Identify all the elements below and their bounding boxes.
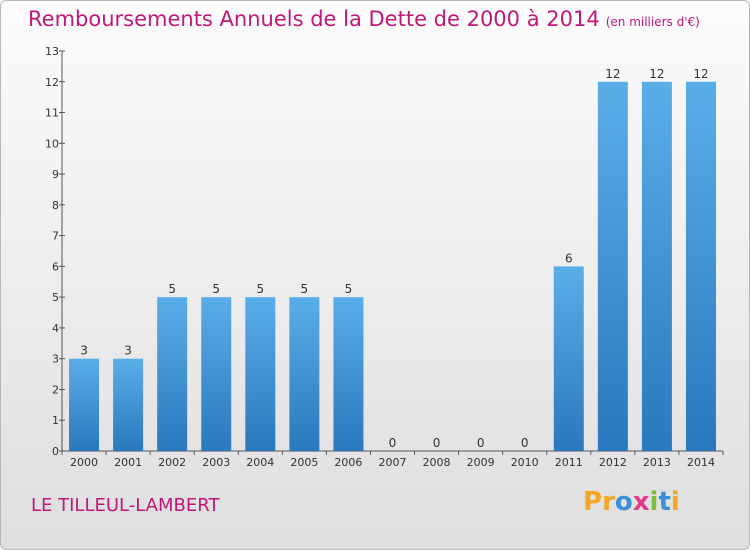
x-tick-label-2008: 2008 — [423, 456, 451, 469]
value-label-2001: 3 — [124, 344, 132, 358]
x-tick-label-2014: 2014 — [687, 456, 715, 469]
y-tick-label: 7 — [52, 230, 59, 243]
value-label-2003: 5 — [212, 282, 220, 296]
value-label-2008: 0 — [433, 436, 441, 450]
chart-bars — [69, 81, 716, 452]
bar-2014 — [685, 81, 716, 452]
x-tick-label-2000: 2000 — [70, 456, 98, 469]
location-name: LE TILLEUL-LAMBERT — [31, 495, 220, 516]
y-tick-label: 3 — [52, 353, 59, 366]
y-tick-label: 0 — [52, 445, 59, 458]
y-tick-label: 2 — [52, 383, 59, 396]
x-tick-label-2002: 2002 — [158, 456, 186, 469]
value-label-2010: 0 — [521, 436, 529, 450]
value-label-2009: 0 — [477, 436, 485, 450]
chart-subtitle: (en milliers d'€) — [605, 15, 700, 29]
y-tick-label: 11 — [45, 107, 59, 120]
value-label-2013: 12 — [649, 67, 664, 81]
chart-title: Remboursements Annuels de la Dette de 20… — [28, 7, 700, 31]
logo-letter: i — [649, 487, 659, 517]
x-tick-label-2011: 2011 — [555, 456, 583, 469]
bar-2005 — [289, 297, 320, 451]
logo-letter: x — [632, 487, 650, 517]
x-tick-label-2009: 2009 — [467, 456, 495, 469]
chart-title-text: Remboursements Annuels de la Dette de 20… — [28, 7, 600, 31]
x-tick-label-2013: 2013 — [643, 456, 671, 469]
value-label-2002: 5 — [168, 282, 176, 296]
x-tick-label-2007: 2007 — [379, 456, 407, 469]
bar-2003 — [201, 297, 232, 451]
x-tick-label-2005: 2005 — [290, 456, 318, 469]
logo-letter: i — [670, 487, 680, 517]
value-label-2012: 12 — [605, 67, 620, 81]
x-tick-label-2012: 2012 — [599, 456, 627, 469]
y-tick-label: 6 — [52, 260, 59, 273]
logo-letter: r — [602, 487, 615, 517]
logo-letter: o — [614, 487, 633, 517]
chart-labels: 3 3 5 5 5 5 5 0 0 0 0 6 12 12 12 — [80, 67, 708, 450]
y-tick-label: 1 — [52, 414, 59, 427]
value-label-2007: 0 — [389, 436, 397, 450]
x-tick-label-2003: 2003 — [202, 456, 230, 469]
bar-2013 — [641, 81, 672, 452]
bar-2001 — [113, 358, 144, 451]
x-tick-label-2004: 2004 — [246, 456, 274, 469]
value-label-2000: 3 — [80, 344, 88, 358]
value-label-2006: 5 — [345, 282, 353, 296]
bar-2012 — [597, 81, 628, 452]
logo-letter: t — [658, 487, 671, 517]
y-tick-label: 8 — [52, 199, 59, 212]
y-tick-label: 12 — [45, 76, 59, 89]
y-tick-label: 13 — [45, 45, 59, 58]
y-tick-label: 5 — [52, 291, 59, 304]
value-label-2004: 5 — [256, 282, 264, 296]
bar-2006 — [333, 297, 364, 451]
value-label-2005: 5 — [301, 282, 309, 296]
proxiti-logo: Proxiti — [583, 487, 680, 517]
x-tick-label-2006: 2006 — [334, 456, 362, 469]
value-label-2014: 12 — [693, 67, 708, 81]
bar-2004 — [245, 297, 276, 451]
x-tick-label-2010: 2010 — [511, 456, 539, 469]
y-tick-label: 9 — [52, 168, 59, 181]
bar-2002 — [157, 297, 188, 451]
y-tick-label: 10 — [45, 137, 59, 150]
y-tick-label: 4 — [52, 322, 59, 335]
value-label-2011: 6 — [565, 251, 573, 265]
x-tick-label-2001: 2001 — [114, 456, 142, 469]
logo-letter: P — [583, 487, 603, 517]
bar-2011 — [553, 266, 584, 451]
bar-2000 — [69, 358, 100, 451]
